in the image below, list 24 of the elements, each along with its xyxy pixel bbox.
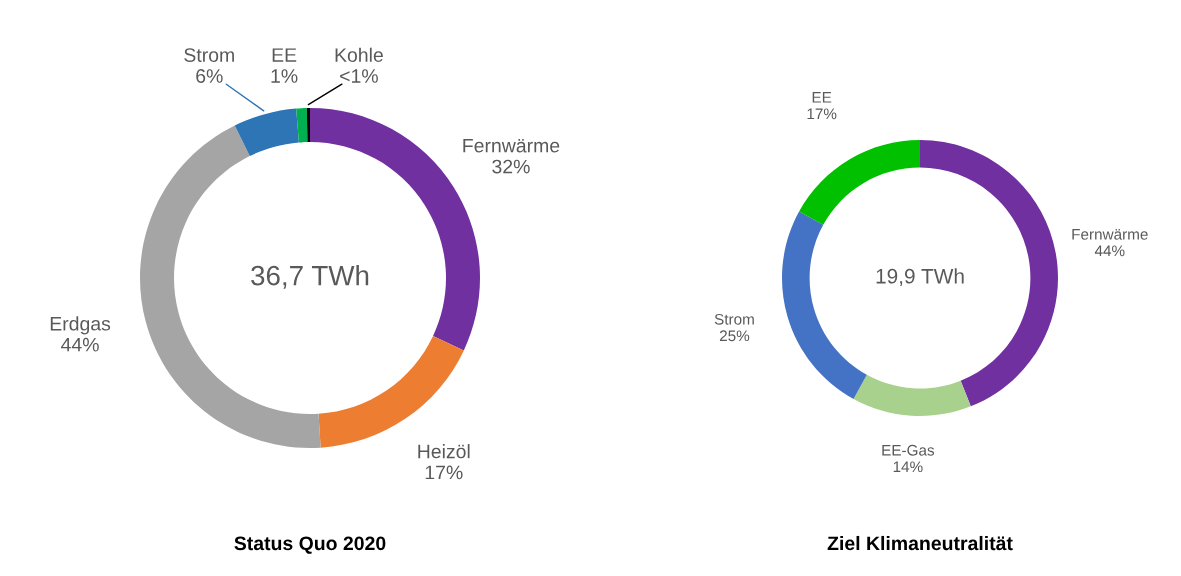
data-label: 25% — [719, 330, 750, 342]
slice-label: Fernwärme — [463, 138, 560, 153]
data-label: 44% — [61, 337, 99, 352]
slice-label: Kohle — [335, 47, 383, 62]
slice-label: EE-Gas — [882, 444, 935, 456]
data-label: 17% — [807, 108, 837, 120]
data-label: 17% — [425, 465, 463, 480]
text: 36,7 TWh — [251, 265, 369, 289]
text: Status Quo 2020 — [234, 536, 386, 554]
slice-label: Heizöl — [418, 444, 470, 459]
data-label: 14% — [893, 461, 923, 473]
data-label: 6% — [196, 69, 223, 83]
slice-label: Fernwärme — [1072, 229, 1148, 240]
data-label: 44% — [1094, 245, 1125, 257]
data-label: 32% — [492, 159, 530, 174]
slice-label: EE — [812, 92, 832, 103]
text: 19,9 TWh — [876, 268, 964, 287]
slice-label: Strom — [184, 48, 234, 62]
slice-label: Strom — [714, 313, 754, 325]
data-label: 1% — [271, 69, 298, 83]
slice-label: Erdgas — [50, 316, 111, 335]
data-label: <1% — [340, 69, 378, 83]
slice-label: EE — [272, 48, 297, 62]
text: Ziel Klimaneutralität — [827, 535, 1013, 551]
